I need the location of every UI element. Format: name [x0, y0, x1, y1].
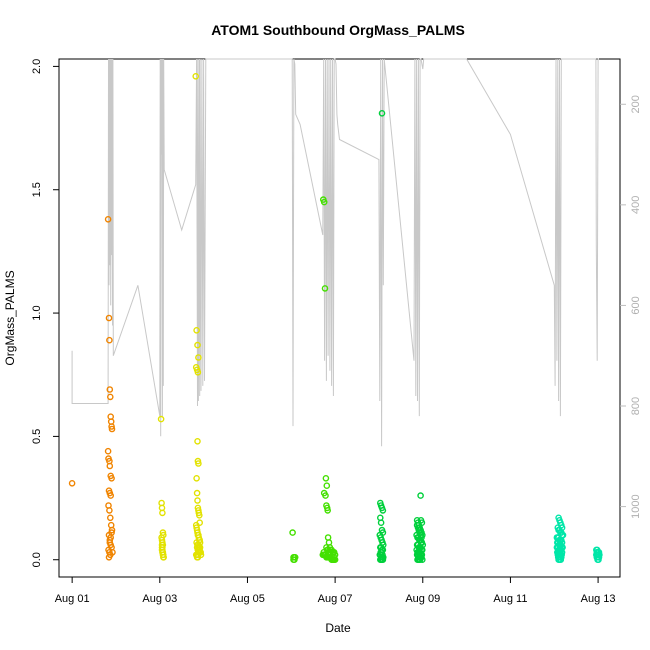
x-axis: Aug 01 Aug 03 Aug 05 Aug 07 Aug 09 Aug 11 Aug …	[55, 576, 616, 605]
data-point	[194, 368, 202, 376]
data-point	[193, 489, 201, 497]
data-point	[193, 474, 200, 482]
x-axis-label: Date	[325, 621, 351, 635]
data-point	[104, 215, 112, 223]
x-tick-label: Aug 09	[405, 593, 440, 605]
y-axis-label: OrgMass_PALMS	[3, 270, 17, 365]
data-point	[108, 474, 115, 482]
data-point	[109, 549, 116, 556]
data-point	[107, 492, 114, 499]
data-point	[107, 393, 114, 401]
data-point	[379, 556, 387, 564]
data-point	[108, 423, 115, 430]
data-point	[159, 509, 166, 517]
data-point	[326, 549, 334, 556]
data-point	[379, 507, 387, 514]
data-point	[194, 341, 201, 349]
data-point	[104, 447, 112, 455]
data-point	[194, 497, 201, 504]
data-point	[378, 110, 386, 117]
y-axis: 0.0 0.5 1.0 1.5 2.0	[31, 59, 59, 567]
y-tick-label: 2.0	[31, 59, 43, 74]
data-point	[192, 73, 199, 80]
secondary-y-axis: 200 400 600 800 1000	[620, 95, 642, 519]
secondary-y-tick-label: 1000	[630, 494, 642, 518]
x-tick-label: Aug 01	[55, 593, 90, 605]
data-point	[195, 460, 202, 467]
data-point	[321, 285, 329, 292]
data-point	[108, 529, 115, 536]
x-tick-label: Aug 07	[318, 593, 353, 605]
x-tick-label: Aug 05	[230, 593, 265, 605]
data-point	[595, 556, 602, 564]
data-point	[322, 492, 329, 499]
data-point	[106, 507, 113, 514]
data-point	[416, 556, 424, 564]
altitude-trace-line	[71, 58, 599, 447]
y-tick-label: 0.0	[31, 552, 43, 567]
data-point	[108, 526, 116, 534]
x-tick-label: Aug 13	[581, 593, 616, 605]
data-point	[68, 479, 76, 487]
data-point	[195, 549, 203, 556]
data-point	[106, 386, 114, 393]
secondary-y-tick-label: 400	[630, 196, 642, 214]
x-tick-label: Aug 11	[493, 593, 527, 605]
data-point	[323, 482, 331, 490]
data-point	[195, 354, 202, 361]
data-point	[105, 554, 113, 561]
chart-title: ATOM1 Southbound OrgMass_PALMS	[211, 22, 465, 38]
data-point	[291, 556, 298, 564]
y-tick-label: 0.5	[31, 429, 43, 444]
data-point	[377, 519, 385, 527]
data-point	[159, 554, 167, 561]
altitude-trace-layer	[71, 58, 599, 447]
data-point	[330, 554, 338, 561]
data-point	[320, 198, 328, 206]
data-point	[417, 492, 424, 499]
data-point	[324, 507, 332, 514]
data-point	[105, 314, 113, 322]
data-point	[193, 326, 200, 334]
data-point	[289, 529, 296, 536]
secondary-y-tick-label: 800	[630, 397, 642, 415]
data-points-layer	[68, 73, 603, 564]
data-point	[106, 336, 113, 344]
secondary-y-tick-label: 600	[630, 296, 642, 314]
x-tick-label: Aug 03	[142, 593, 177, 605]
y-tick-label: 1.5	[31, 182, 43, 197]
data-point	[106, 462, 114, 470]
data-point	[324, 534, 332, 541]
y-tick-label: 1.0	[31, 305, 43, 320]
data-point	[159, 551, 167, 559]
data-point	[418, 534, 425, 541]
data-point	[157, 415, 165, 423]
data-point	[194, 437, 201, 445]
data-point	[107, 514, 114, 522]
data-point	[418, 519, 426, 527]
secondary-y-tick-label: 200	[630, 95, 642, 113]
data-point	[108, 425, 116, 433]
data-point	[195, 512, 203, 519]
data-point	[322, 474, 330, 482]
data-point	[556, 556, 563, 564]
